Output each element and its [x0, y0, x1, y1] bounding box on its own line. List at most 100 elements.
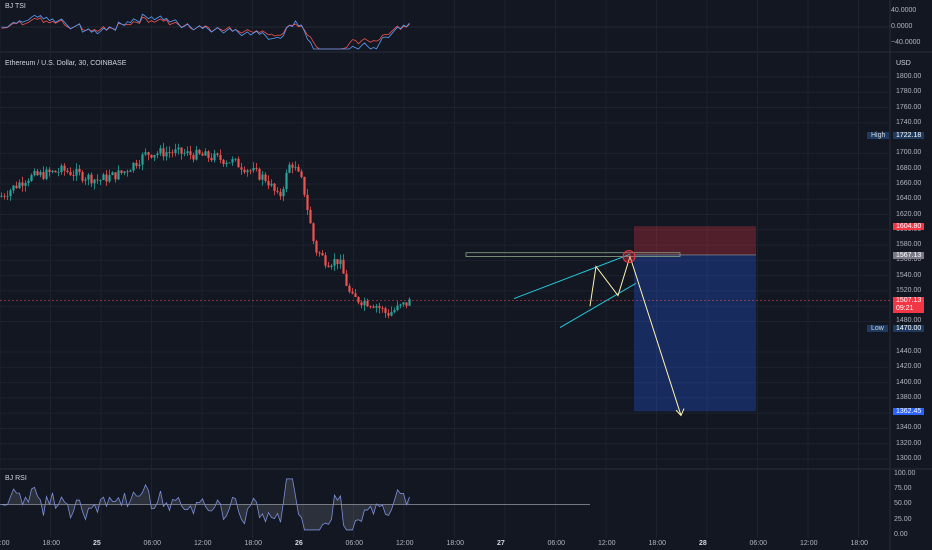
candle	[183, 149, 186, 157]
candle	[39, 169, 42, 178]
candle	[27, 178, 30, 187]
price-tick-label: 1420.00	[896, 363, 922, 371]
candle-body	[9, 190, 12, 197]
time-tick-label: 18:00	[446, 540, 465, 547]
candle-body	[306, 194, 309, 210]
candle-body	[219, 154, 222, 160]
candle	[135, 159, 138, 169]
candle	[315, 239, 318, 256]
candle	[6, 190, 9, 200]
candle-body	[45, 169, 48, 179]
candle	[63, 162, 66, 176]
candle-body	[147, 152, 150, 155]
candle-body	[69, 171, 72, 176]
candle-body	[354, 293, 357, 297]
candle	[375, 304, 378, 313]
candle	[261, 170, 264, 186]
candle	[207, 150, 210, 162]
time-tick-label: 18:00	[648, 540, 667, 547]
candle-body	[105, 174, 108, 182]
candle-body	[393, 310, 396, 312]
candle-body	[309, 209, 312, 224]
tsi-pane	[0, 13, 890, 50]
time-tick-label: 06:00	[749, 540, 768, 547]
time-tick-label: 06:00	[143, 540, 162, 547]
candle	[252, 162, 255, 173]
candle-body	[258, 168, 261, 180]
candle-body	[264, 174, 267, 181]
candle	[405, 302, 408, 309]
candle	[141, 152, 144, 171]
candle-body	[90, 174, 93, 184]
candle	[381, 305, 384, 313]
price-tick-label: 1300.00	[896, 455, 922, 462]
candle	[231, 156, 234, 166]
price-tick-label: 1740.00	[896, 118, 922, 126]
rsi-tick-label: 0.00	[894, 530, 908, 538]
time-tick-label: 28	[699, 540, 707, 547]
resistance-box	[465, 252, 681, 257]
candle-body	[360, 302, 363, 306]
candle-body	[378, 306, 381, 309]
candle-body	[327, 265, 330, 268]
candle-body	[162, 148, 165, 157]
price-tick-label: 1640.00	[896, 195, 922, 203]
candle	[189, 145, 192, 160]
candle-body	[126, 171, 129, 173]
candle-body	[108, 175, 111, 182]
candle	[69, 167, 72, 176]
candle-body	[3, 195, 6, 197]
time-tick-label: 25	[93, 540, 101, 547]
candle	[33, 168, 36, 177]
low-label: Low	[867, 325, 888, 332]
candle-body	[27, 180, 30, 183]
candle-body	[18, 182, 21, 189]
candle	[159, 144, 162, 156]
candle-body	[156, 153, 159, 156]
candle	[321, 250, 324, 256]
candle-body	[279, 191, 282, 197]
candle-body	[168, 152, 171, 153]
main-title[interactable]: Ethereum / U.S. Dollar, 30, COINBASE	[5, 60, 127, 67]
candle-body	[312, 223, 315, 242]
price-tick-label: 1480.00	[896, 317, 922, 325]
price-tick-label: 1760.00	[896, 103, 922, 111]
rsi-pane	[0, 478, 590, 531]
candle-body	[342, 259, 345, 274]
candle-body	[180, 147, 183, 154]
candle	[234, 158, 237, 162]
candle	[78, 165, 81, 176]
candle-body	[210, 157, 213, 161]
candle	[42, 166, 45, 181]
candle	[174, 143, 177, 157]
rsi-tick-label: 50.00	[894, 500, 912, 508]
candle-body	[72, 175, 75, 176]
candle	[156, 151, 159, 159]
candle	[363, 297, 366, 311]
candle	[57, 167, 60, 177]
candle	[240, 162, 243, 175]
candle-body	[99, 179, 102, 181]
candle-body	[246, 170, 249, 173]
candle-body	[390, 311, 393, 316]
candle	[345, 269, 348, 287]
candle-body	[276, 190, 279, 192]
candle	[180, 147, 183, 160]
candle	[15, 181, 18, 190]
candle	[387, 309, 390, 319]
candle-body	[87, 174, 90, 180]
candle-body	[171, 152, 174, 154]
rsi-tick-label: 75.00	[894, 485, 912, 493]
rsi-line	[1, 478, 410, 531]
candle	[150, 154, 153, 159]
candle-body	[270, 183, 273, 186]
candle	[270, 179, 273, 188]
candle	[210, 153, 213, 163]
candle	[360, 300, 363, 309]
candle-body	[384, 308, 387, 313]
candle-body	[51, 170, 54, 172]
candle-body	[357, 296, 360, 303]
candle	[105, 170, 108, 186]
